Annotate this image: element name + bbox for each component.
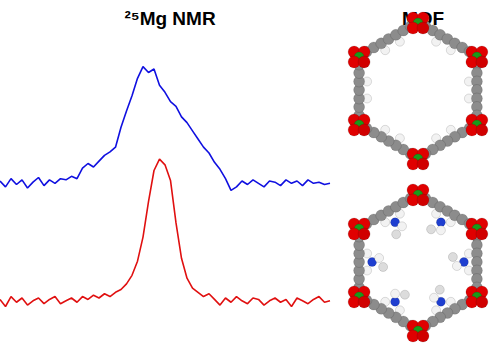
svg-text:MOF: MOF — [401, 8, 445, 29]
svg-text:²⁵Mg NMR: ²⁵Mg NMR — [124, 8, 216, 29]
